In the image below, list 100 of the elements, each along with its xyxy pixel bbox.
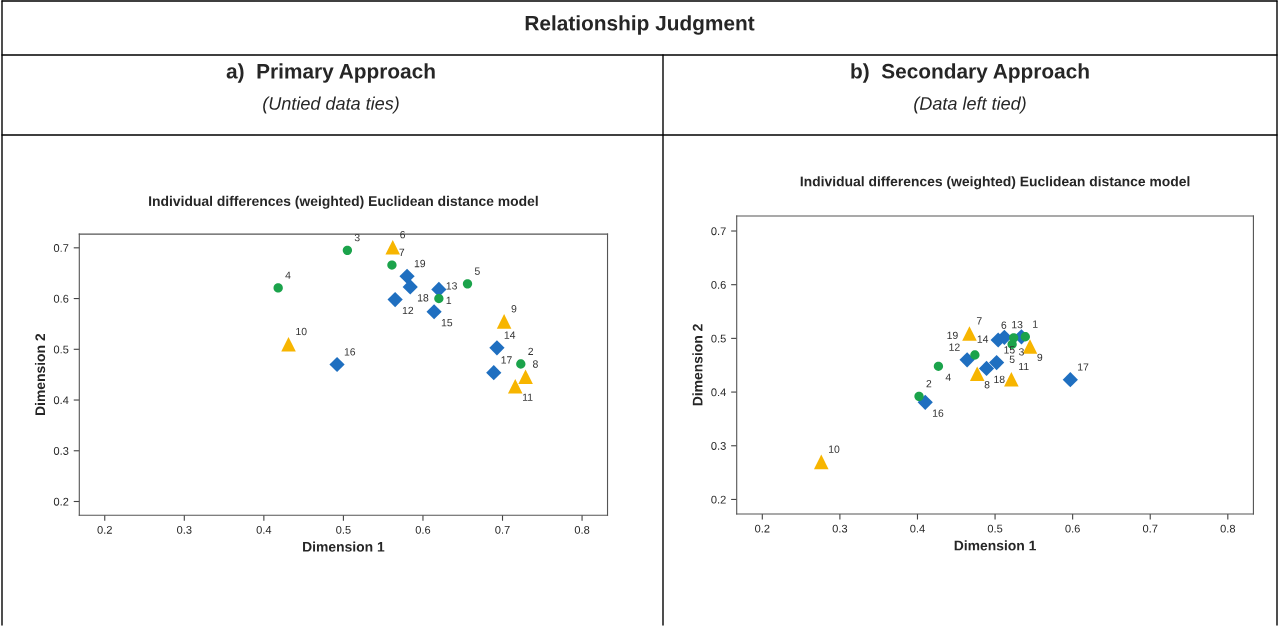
x-tick-label: 0.3 (177, 525, 192, 534)
point (970, 350, 980, 360)
point (978, 360, 995, 377)
point (489, 340, 505, 356)
annotation: 9 (511, 305, 517, 313)
annotation: 14 (504, 331, 516, 339)
y-tick-label: 0.6 (711, 280, 726, 289)
point (281, 336, 296, 352)
x-tick-label: 0.7 (1142, 524, 1158, 533)
annotation: 9 (1037, 353, 1043, 362)
annotation: 18 (417, 294, 429, 302)
annotation: 4 (945, 373, 951, 381)
annotation: 6 (1001, 321, 1007, 329)
x-tick-label: 0.2 (97, 525, 112, 534)
point (1062, 372, 1078, 388)
y-tick-label: 0.2 (53, 497, 69, 506)
x-tick-label: 0.5 (336, 525, 351, 534)
point (1004, 371, 1019, 387)
y-tick-label: 0.3 (711, 442, 726, 450)
x-tick-label: 0.4 (910, 524, 925, 533)
y-tick-label: 0.2 (711, 495, 726, 504)
y-tick-label: 0.5 (53, 345, 69, 354)
annotation: 11 (522, 393, 533, 401)
annotation: 12 (949, 343, 960, 351)
annotation: 18 (994, 375, 1005, 384)
annotation: 3 (1018, 348, 1024, 356)
x-tick-label: 0.6 (1065, 524, 1080, 533)
annotation: 3 (354, 233, 360, 242)
point (518, 369, 533, 384)
annotation: 1 (446, 296, 452, 304)
x-tick-label: 0.8 (574, 525, 590, 534)
annotation: 15 (441, 319, 453, 327)
chart-subtitle: (Data left tied) (914, 96, 1026, 114)
x-axis-title: Dimension 1 (303, 541, 385, 552)
point (962, 326, 977, 341)
y-axis-title: Dimension 2 (34, 333, 46, 416)
x-axis-title: Dimension 1 (954, 540, 1036, 551)
text: Relationship Judgment (525, 15, 755, 35)
annotation: 14 (977, 335, 989, 343)
y-tick-label: 0.3 (53, 447, 69, 455)
y-tick-label: 0.4 (711, 388, 726, 397)
annotation: 7 (399, 248, 405, 256)
x-tick-label: 0.8 (1220, 524, 1236, 533)
annotation: 1 (1033, 320, 1038, 328)
annotation: 5 (1009, 355, 1015, 364)
point (329, 356, 345, 373)
annotation: 7 (976, 317, 982, 325)
y-tick-label: 0.6 (53, 294, 69, 303)
point (933, 361, 944, 371)
y-tick-label: 0.4 (53, 396, 69, 405)
annotation: 10 (829, 445, 840, 453)
x-tick-label: 0.7 (495, 525, 510, 534)
point (399, 268, 415, 284)
y-tick-label: 0.7 (53, 244, 69, 252)
annotation: 8 (984, 381, 990, 389)
point (917, 394, 933, 410)
x-tick-label: 0.4 (256, 525, 272, 534)
point (342, 245, 353, 256)
chart-title: a) Primary Approach (226, 63, 435, 83)
annotation: 17 (1078, 363, 1089, 371)
point (1020, 332, 1030, 342)
point (486, 365, 502, 381)
annotation: 8 (532, 360, 538, 368)
point (813, 454, 829, 470)
y-tick-label: 0.5 (711, 334, 726, 343)
annotation: 13 (1012, 320, 1023, 329)
annotation: 19 (414, 259, 426, 268)
x-tick-label: 0.2 (755, 524, 770, 533)
text: Individual differences (weighted) Euclidean distance model (149, 195, 538, 209)
annotation: 2 (528, 347, 534, 355)
chart-subtitle: (Untied data ties) (263, 96, 399, 114)
point (969, 366, 985, 382)
point (496, 314, 512, 329)
point (387, 291, 403, 308)
point (989, 354, 1005, 371)
point (387, 260, 397, 270)
annotation: 5 (474, 267, 480, 275)
point (507, 379, 523, 394)
point (402, 279, 418, 295)
point (385, 240, 401, 255)
point (1022, 339, 1038, 354)
annotation: 12 (402, 306, 414, 315)
annotation: 11 (1019, 362, 1029, 371)
annotation: 2 (926, 379, 932, 388)
point (434, 293, 444, 304)
annotation: 17 (501, 356, 512, 364)
annotation: 6 (400, 230, 406, 239)
x-tick-label: 0.5 (987, 524, 1003, 533)
annotation: 16 (344, 348, 356, 356)
annotation: 15 (1004, 346, 1015, 354)
point (516, 359, 526, 369)
y-axis-title: Dimension 2 (692, 324, 703, 406)
text: Individual differences (weighted) Euclidean distance model (800, 176, 1190, 190)
point (959, 352, 975, 368)
y-tick-label: 0.7 (711, 227, 726, 236)
annotation: 13 (446, 282, 457, 290)
chart-title: b) Secondary Approach (851, 63, 1089, 83)
annotation: 10 (296, 327, 307, 336)
point (273, 283, 283, 293)
point (462, 279, 473, 289)
